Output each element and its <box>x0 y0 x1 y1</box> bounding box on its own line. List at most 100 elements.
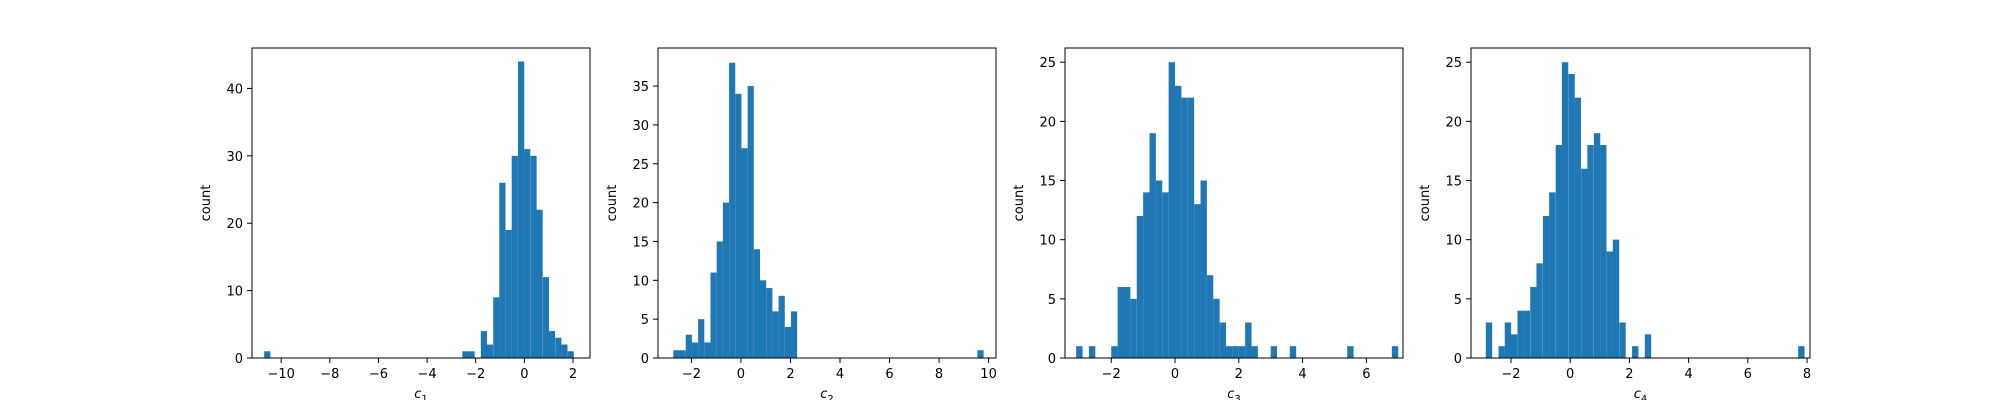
x-tick-label: 10 <box>980 367 997 382</box>
histogram-panel-3: −2 0 2 4 6 0 5 10 15 20 25 c3 count <box>1012 47 1404 400</box>
histogram-bar <box>1568 74 1575 358</box>
histogram-bar <box>704 342 711 358</box>
histogram-bar <box>1232 346 1239 358</box>
x-tick-label: −6 <box>369 367 388 382</box>
histogram-bar <box>977 350 984 358</box>
histogram-bar <box>1581 168 1588 358</box>
histogram-bar <box>1561 62 1569 358</box>
y-axis-label: count <box>1418 185 1433 222</box>
bars <box>673 62 984 358</box>
histogram-panel-4: −2 0 2 4 6 8 0 5 10 15 20 25 c4 count <box>1418 47 1811 400</box>
histogram-bar <box>1226 346 1233 358</box>
histogram-bar <box>673 350 680 358</box>
x-tick-label: 0 <box>1566 367 1574 382</box>
x-tick-label: 4 <box>1684 367 1692 382</box>
histogram-bar <box>1213 298 1220 358</box>
histogram-bar <box>1206 275 1214 358</box>
y-tick-label: 10 <box>632 274 649 289</box>
y-tick-label: 15 <box>1445 175 1462 190</box>
histogram-bar <box>1117 287 1124 358</box>
x-tick-label: −2 <box>682 367 701 382</box>
plot-frame <box>1470 47 1811 359</box>
histogram-bar <box>530 155 537 358</box>
histogram-bar <box>753 249 761 358</box>
histogram-bar <box>1168 62 1176 358</box>
y-axis-label: count <box>199 185 214 222</box>
x-tick-label: 2 <box>1235 367 1243 382</box>
y-tick-label: 5 <box>641 313 649 328</box>
histogram-bar <box>524 149 531 358</box>
histogram-bar <box>1111 346 1118 358</box>
histogram-panel-2: −2 0 2 4 6 8 10 0 5 10 15 20 25 30 35 c2 count <box>605 47 997 400</box>
x-tick-label: −2 <box>466 367 485 382</box>
histogram-bar <box>1798 346 1805 358</box>
histogram-bar <box>716 241 723 358</box>
y-tick-label: 0 <box>235 352 243 367</box>
x-tick-label: −2 <box>1501 367 1520 382</box>
x-tick-label: 0 <box>520 367 528 382</box>
x-tick-label: 8 <box>935 367 943 382</box>
x-tick-label: 2 <box>569 367 577 382</box>
y-tick-label: 40 <box>226 82 243 97</box>
x-tick-label: 6 <box>1744 367 1752 382</box>
histogram-bar <box>747 86 754 358</box>
histogram-bar <box>1088 346 1096 358</box>
histogram-bar <box>735 93 742 358</box>
histogram-bar <box>691 342 699 358</box>
histogram-bar <box>462 351 469 358</box>
bars <box>264 61 574 358</box>
y-tick-label: 15 <box>632 235 649 250</box>
histogram-bar <box>1270 346 1278 358</box>
y-tick-label: 25 <box>1039 56 1056 71</box>
histogram-bar <box>1517 310 1524 358</box>
histogram-bar <box>505 229 512 358</box>
x-tick-label: 2 <box>786 367 794 382</box>
histogram-bar <box>555 337 562 358</box>
histogram-bar <box>1549 192 1556 358</box>
histogram-bar <box>741 148 748 358</box>
x-axis-label: c1 <box>414 387 428 400</box>
histogram-bar <box>1181 97 1188 358</box>
histogram-bar <box>486 344 494 358</box>
histogram-bar <box>710 272 717 358</box>
x-tick-label: −4 <box>417 367 436 382</box>
histogram-bar <box>1391 346 1399 358</box>
histogram-bar <box>1194 204 1201 358</box>
histogram-bar <box>1238 346 1246 358</box>
histogram-bar <box>790 311 798 358</box>
histogram-bar <box>499 182 506 358</box>
plot-frame <box>251 47 591 359</box>
histogram-bar <box>1498 346 1505 358</box>
x-tick-label: 0 <box>737 367 745 382</box>
histogram-bar <box>1644 334 1652 358</box>
bars <box>1076 62 1399 359</box>
y-tick-label: 30 <box>226 150 243 165</box>
histogram-bar <box>518 61 525 358</box>
histogram-bar <box>1200 180 1207 358</box>
histogram-bar <box>1155 180 1163 358</box>
x-tick-label: 0 <box>1171 367 1179 382</box>
y-tick-label: 25 <box>632 158 649 173</box>
x-axis-label: c2 <box>820 387 834 400</box>
histogram-bar <box>1485 322 1493 358</box>
x-tick-label: 4 <box>836 367 844 382</box>
y-tick-label: 0 <box>1048 352 1056 367</box>
x-tick-label: −2 <box>1102 367 1121 382</box>
y-tick-label: 20 <box>632 197 649 212</box>
x-axis-label: c4 <box>1634 387 1648 400</box>
y-tick-label: 10 <box>1445 234 1462 249</box>
histogram-bar <box>772 311 779 358</box>
y-tick-label: 20 <box>1445 115 1462 130</box>
histogram-bar <box>729 62 736 358</box>
histogram-bar <box>685 334 692 358</box>
histogram-bar <box>493 297 500 358</box>
y-tick-label: 10 <box>1039 234 1056 249</box>
histogram-bar <box>567 351 574 358</box>
histogram-bar <box>784 326 791 358</box>
histogram-bar <box>1219 322 1227 358</box>
x-tick-label: −10 <box>267 367 294 382</box>
histogram-bar <box>548 331 556 358</box>
histogram-bar <box>1542 216 1550 358</box>
histogram-bar <box>480 331 488 358</box>
